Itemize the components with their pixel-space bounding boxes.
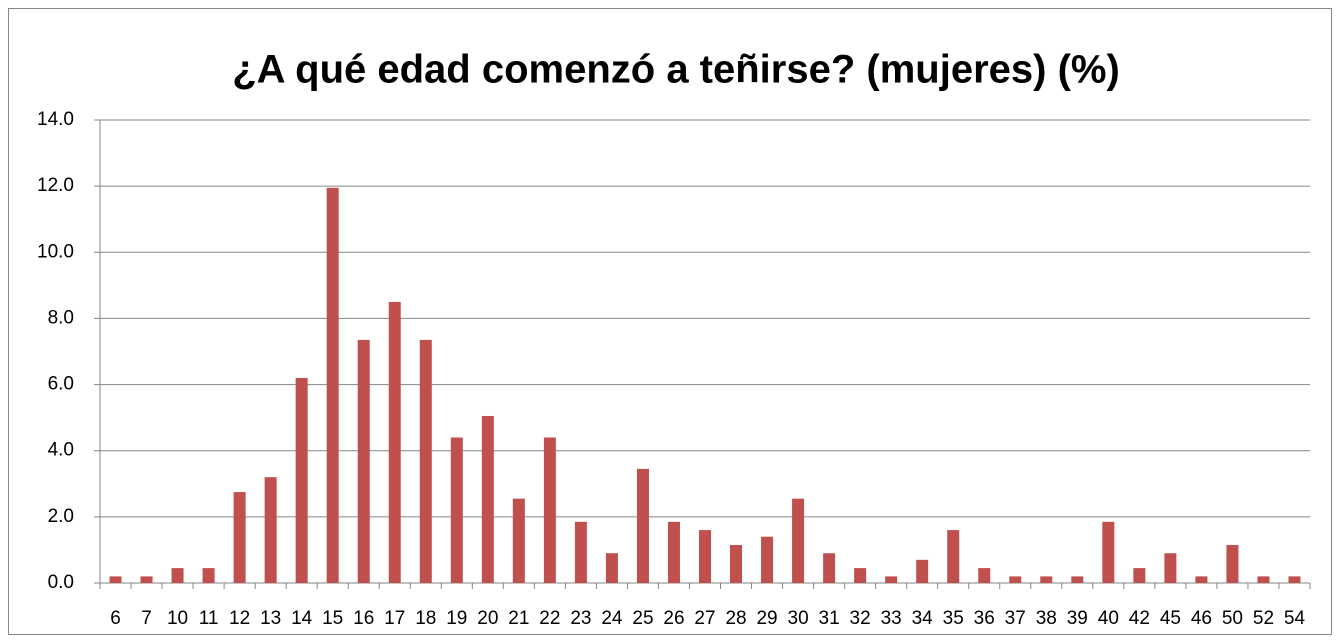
y-tick-label: 0.0: [48, 572, 74, 593]
bar: [233, 492, 246, 583]
x-tick-label: 34: [912, 608, 934, 629]
bar: [699, 530, 711, 583]
x-tick-label: 38: [1036, 608, 1057, 629]
bar: [1071, 576, 1084, 583]
y-tick-label: 14.0: [37, 109, 74, 130]
bar: [388, 301, 401, 583]
x-tick-label: 40: [1098, 608, 1119, 629]
bar: [885, 576, 898, 583]
x-tick-label: 32: [850, 608, 871, 629]
y-tick-label: 10.0: [37, 241, 74, 262]
bar: [171, 568, 184, 583]
x-tick-label: 14: [291, 608, 313, 629]
x-tick-label: 24: [601, 608, 623, 629]
x-tick-label: 19: [446, 608, 467, 629]
x-tick-label: 45: [1160, 608, 1181, 629]
x-tick-label: 30: [788, 608, 809, 629]
x-tick-label: 16: [353, 608, 374, 629]
y-tick-label: 2.0: [48, 506, 74, 527]
x-tick-label: 11: [199, 608, 219, 629]
x-tick-label: 54: [1284, 608, 1306, 629]
bar: [947, 530, 960, 583]
bar: [295, 377, 308, 583]
bar: [1009, 576, 1022, 583]
bar: [1040, 576, 1053, 583]
bar: [667, 521, 680, 583]
x-tick-label: 6: [110, 608, 121, 629]
bar: [202, 568, 215, 583]
x-tick-label: 27: [694, 608, 715, 629]
x-tick-label: 18: [415, 608, 436, 629]
x-tick-label: 21: [508, 608, 529, 629]
x-tick-label: 37: [1005, 608, 1026, 629]
bar: [419, 339, 432, 583]
x-tick-label: 36: [974, 608, 995, 629]
bar: [264, 477, 277, 583]
bar: [1164, 553, 1177, 583]
x-tick-label: 22: [539, 608, 560, 629]
bar: [1195, 576, 1208, 583]
bar: [512, 498, 525, 583]
bar: [481, 415, 494, 583]
chart-title: ¿A qué edad comenzó a teñirse? (mujeres)…: [232, 48, 1120, 92]
bar: [1288, 576, 1301, 583]
x-tick-label: 10: [167, 608, 188, 629]
bar: [1102, 521, 1115, 583]
x-tick-label: 25: [632, 608, 653, 629]
y-tick-label: 12.0: [37, 175, 74, 196]
x-tick-label: 52: [1253, 608, 1274, 629]
bar: [605, 553, 618, 583]
bar: [543, 437, 556, 583]
x-tick-label: 28: [725, 608, 746, 629]
x-tick-label: 20: [477, 608, 498, 629]
bar: [854, 568, 867, 583]
bar: [574, 521, 587, 583]
x-tick-label: 12: [229, 608, 250, 629]
bar: [916, 559, 929, 583]
bar: [109, 576, 122, 583]
x-tick-label: 26: [663, 608, 684, 629]
x-tick-label: 42: [1129, 608, 1150, 629]
x-tick-label: 39: [1067, 608, 1088, 629]
bar: [450, 437, 463, 583]
x-tick-label: 46: [1191, 608, 1212, 629]
y-tick-label: 8.0: [48, 307, 74, 328]
bar: [1133, 568, 1146, 583]
bar: [140, 576, 153, 583]
x-tick-label: 33: [881, 608, 902, 629]
bar: [823, 553, 836, 583]
x-tick-label: 35: [943, 608, 964, 629]
bar: [761, 536, 774, 583]
bar: [730, 544, 743, 583]
x-tick-label: 31: [819, 608, 840, 629]
x-tick-label: 7: [141, 608, 152, 629]
x-tick-label: 17: [384, 608, 405, 629]
bar: [636, 468, 649, 583]
x-tick-label: 23: [570, 608, 591, 629]
bar: [326, 187, 339, 583]
bar: [792, 498, 805, 583]
bar: [1226, 544, 1239, 583]
bar: [978, 568, 991, 583]
bar: [1257, 576, 1270, 583]
y-tick-label: 4.0: [48, 440, 74, 461]
x-tick-label: 13: [260, 608, 281, 629]
x-tick-label: 50: [1222, 608, 1243, 629]
y-tick-label: 6.0: [48, 374, 74, 395]
bar: [357, 339, 370, 583]
x-tick-label: 29: [756, 608, 777, 629]
x-tick-label: 15: [322, 608, 343, 629]
